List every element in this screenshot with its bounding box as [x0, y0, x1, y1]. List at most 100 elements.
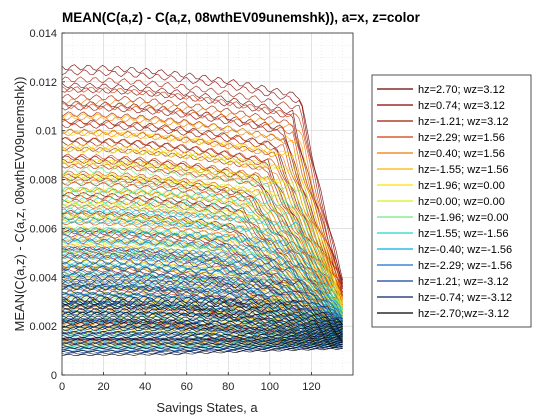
legend-entry: hz=0.74; wz=3.12: [418, 100, 505, 112]
y-tick-label: 0.008: [29, 175, 57, 187]
series-line: [61, 158, 343, 308]
series-line: [61, 307, 343, 330]
y-tick-label: 0.004: [29, 272, 57, 284]
series-line: [61, 98, 343, 300]
series-line: [61, 342, 343, 346]
series-line: [61, 122, 343, 297]
series-line: [61, 172, 343, 311]
series-line: [61, 214, 343, 320]
series-line: [61, 170, 343, 308]
series-line: [61, 144, 343, 305]
series-line: [61, 229, 343, 323]
series-line: [61, 250, 343, 327]
series-line: [61, 305, 343, 335]
series-line: [61, 296, 343, 325]
series-line: [61, 215, 343, 323]
legend: hz=2.70; wz=3.12 hz=0.74; wz=3.12 hz=-1.21…: [371, 74, 532, 328]
y-axis-label: MEAN(C(a,z) - C(a,z, 08wthEV09unemshk)): [12, 76, 27, 331]
series-line: [61, 238, 343, 321]
series-line: [61, 64, 343, 281]
legend-entry: hz=-1.96; wz=0.00: [418, 212, 509, 224]
series-line: [61, 130, 343, 303]
legend-entry: hz=2.70; wz=3.12: [418, 84, 505, 96]
legend-entry: hz=0.40; wz=1.56: [418, 148, 505, 160]
series-line: [61, 105, 343, 292]
series-line: [61, 265, 343, 326]
series-line: [61, 331, 343, 343]
series-line: [61, 212, 343, 318]
series-line: [61, 345, 343, 352]
series-line: [61, 303, 343, 328]
series-line: [61, 258, 343, 323]
series-line: [61, 166, 343, 311]
series-line: [61, 274, 343, 319]
series-line: [61, 273, 343, 332]
series-line: [61, 236, 343, 319]
y-tick-label: 0.012: [29, 77, 57, 89]
series-line: [61, 128, 343, 305]
y-tick-label: 0.014: [29, 28, 57, 40]
series-line: [61, 119, 343, 298]
series-line: [61, 343, 343, 349]
y-tick-label: 0.01: [36, 126, 57, 138]
legend-entry: hz=-1.55; wz=1.56: [418, 164, 509, 176]
x-tick-label: 120: [302, 381, 320, 393]
x-tick-label: 80: [222, 381, 234, 393]
legend-entry: hz=1.55; wz=-1.56: [418, 228, 509, 240]
x-tick-label: 40: [139, 381, 151, 393]
series-line: [61, 230, 343, 320]
series-line: [61, 202, 343, 319]
series-line: [61, 225, 343, 322]
series-line: [61, 345, 343, 353]
plot-area: 0 20 40 60 80 100 120 0 0.002 0.004 0.006 0.008 0.01…: [29, 28, 354, 393]
series-line: [61, 112, 343, 300]
series-lines: [61, 64, 343, 357]
series-line: [61, 195, 343, 314]
series-line: [61, 334, 343, 342]
y-tick-label: 0.006: [29, 223, 57, 235]
series-line: [61, 86, 343, 287]
series-line: [61, 196, 343, 313]
series-line: [61, 178, 343, 314]
series-line: [61, 336, 343, 344]
legend-entry: hz=-0.74; wz=-3.12: [418, 292, 512, 304]
series-line: [61, 158, 343, 313]
series-line: [61, 279, 343, 323]
legend-entry: hz=-2.29; wz=-1.56: [418, 260, 512, 272]
series-line: [61, 189, 343, 318]
series-line: [61, 186, 343, 310]
chart-title: MEAN(C(a,z) - C(a,z, 08wthEV09unemshk)),…: [62, 10, 421, 25]
series-line: [61, 301, 343, 337]
series-line: [61, 69, 343, 282]
series-line: [61, 330, 343, 341]
y-tick-label: 0: [51, 370, 57, 382]
series-line: [61, 323, 343, 338]
x-tick-label: 0: [59, 381, 65, 393]
series-line: [61, 93, 343, 289]
series-line: [61, 76, 343, 285]
series-line: [61, 271, 343, 328]
x-tick-label: 20: [97, 381, 109, 393]
legend-entry: hz=-1.21; wz=3.12: [418, 116, 509, 128]
series-line: [61, 319, 343, 336]
series-line: [61, 261, 343, 324]
series-line: [61, 252, 343, 319]
series-line: [61, 207, 343, 317]
series-line: [61, 147, 343, 310]
series-line: [61, 111, 343, 293]
series-line: [61, 246, 343, 322]
series-line: [61, 300, 343, 333]
series-line: [61, 285, 343, 330]
legend-entry: hz=-0.40; wz=-1.56: [418, 244, 512, 256]
series-line: [61, 289, 343, 329]
series-line: [61, 329, 343, 343]
series-line: [61, 311, 343, 332]
series-line: [61, 295, 343, 330]
y-tick-label: 0.002: [29, 321, 57, 333]
series-line: [61, 344, 343, 349]
series-line: [61, 315, 343, 334]
series-line: [61, 82, 343, 284]
legend-entry: hz=2.29; wz=1.56: [418, 132, 505, 144]
series-line: [61, 347, 343, 355]
